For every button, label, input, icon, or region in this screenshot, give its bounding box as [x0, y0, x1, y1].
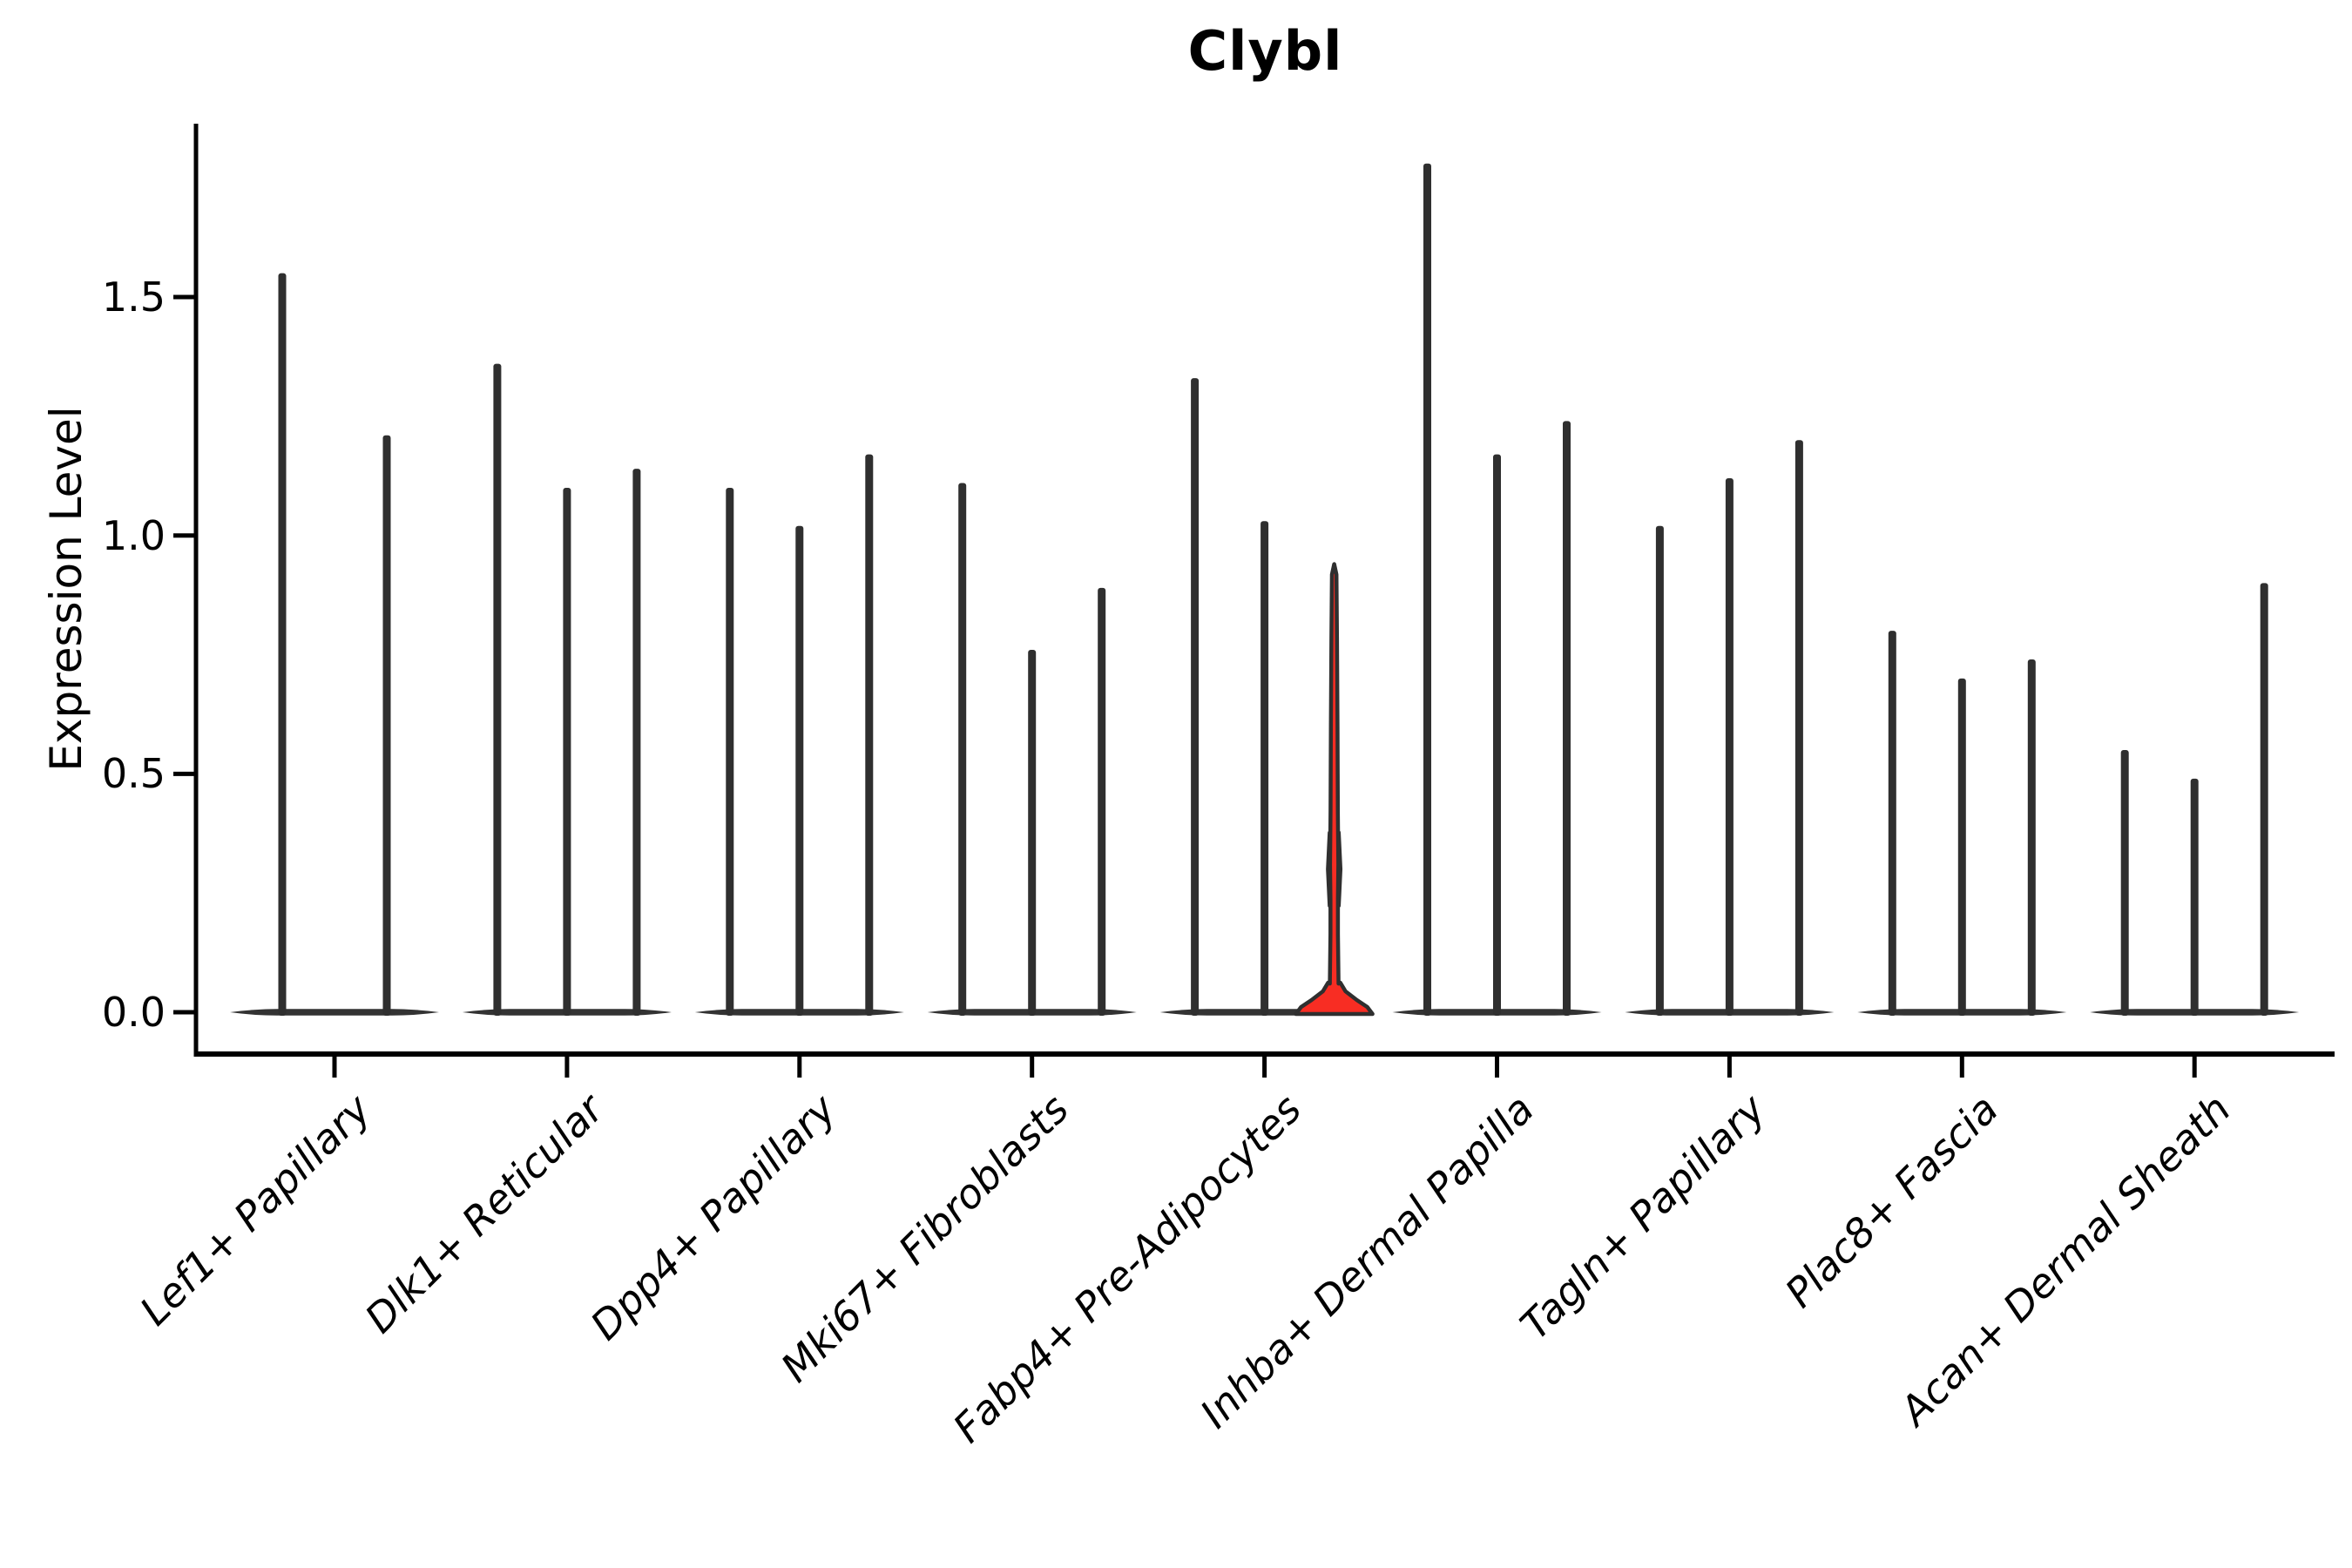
violin-spike: [1028, 650, 1037, 1016]
violin-spike: [493, 363, 502, 1016]
violin-spike: [1191, 378, 1200, 1016]
y-tick-label: 1.0: [101, 511, 166, 559]
violin-spike: [1423, 163, 1431, 1016]
violin-spike: [958, 483, 967, 1016]
violin-spike: [1098, 587, 1106, 1016]
violin-spike: [726, 487, 734, 1016]
y-tick-label: 0.5: [101, 750, 166, 798]
y-tick-label: 1.5: [101, 274, 166, 321]
violin-spike: [1260, 521, 1269, 1016]
violin-spike: [278, 273, 287, 1016]
y-tick-label: 0.0: [101, 989, 166, 1036]
violin-spike: [1794, 440, 1803, 1016]
plot-title: Clybl: [1187, 19, 1343, 83]
violin-spike: [1725, 478, 1734, 1016]
violin-spike: [632, 469, 641, 1016]
violin-spike: [1888, 631, 1896, 1016]
violin-spike: [2260, 583, 2268, 1016]
violin-spike: [795, 525, 804, 1016]
violin-spike: [563, 487, 571, 1016]
violin-spike: [1493, 454, 1501, 1016]
violin-spike: [2120, 749, 2129, 1016]
violin-spike: [2190, 778, 2199, 1016]
violin-spike: [382, 435, 391, 1017]
highlight-violin: [1294, 562, 1375, 1017]
violin-spike: [865, 454, 874, 1016]
violin-spike: [1563, 421, 1571, 1016]
violin-spike: [2027, 659, 2036, 1016]
violin-spike: [1655, 525, 1664, 1016]
violin-spike: [1957, 678, 1966, 1016]
violin-baseline: [230, 1009, 439, 1016]
